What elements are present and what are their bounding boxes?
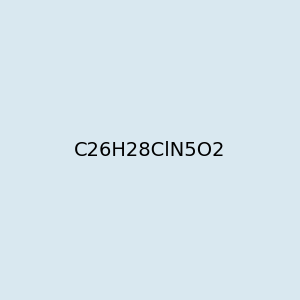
Text: C26H28ClN5O2: C26H28ClN5O2 <box>74 140 226 160</box>
